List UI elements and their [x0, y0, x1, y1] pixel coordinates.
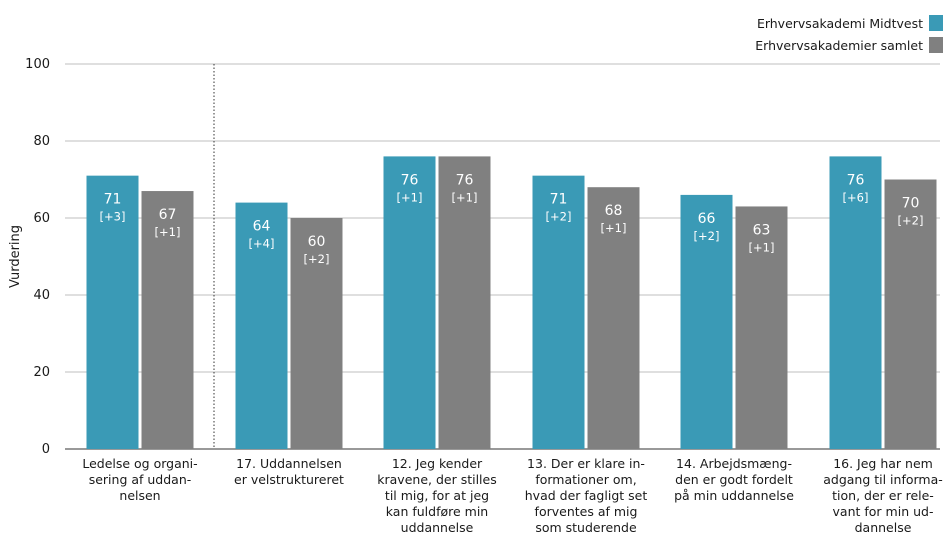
category-label-line: uddannelse — [400, 520, 474, 535]
category-label-line: kravene, der stilles — [377, 472, 497, 487]
category-label: 17. Uddannelsen er velstruktureret — [219, 456, 359, 488]
legend-swatch-midtvest — [929, 15, 943, 31]
category-label: 12. Jeg kender kravene, der stilles til mi… — [367, 456, 507, 536]
y-tick-label: 20 — [33, 365, 50, 380]
category-label-line: sering af uddan- — [88, 472, 192, 487]
bar-value-label: 70 — [902, 196, 920, 212]
bar-value-label: 64 — [253, 219, 271, 235]
category-label: 14. Arbejdsmæng-den er godt fordelt på mi… — [664, 456, 804, 504]
category-label-line: på min uddannelse — [674, 488, 794, 503]
bar — [884, 179, 937, 449]
y-axis-label: Vurdering — [8, 225, 23, 288]
legend-label-midtvest: Erhvervsakademi Midtvest — [756, 15, 923, 31]
bar — [141, 191, 194, 450]
legend-swatch-samlet — [929, 37, 943, 53]
category-label-line: Ledelse og organi- — [82, 456, 198, 471]
y-tick-label: 60 — [33, 211, 50, 226]
bar-change-label: [+6] — [843, 190, 869, 204]
category-label-line: hvad der fagligt set — [524, 488, 648, 503]
bar — [829, 156, 882, 449]
category-label-line: 14. Arbejdsmæng- — [676, 456, 792, 471]
category-label-line: til mig, for at jeg — [384, 488, 490, 503]
category-label-line: kan fuldføre min — [385, 504, 489, 519]
category-label: 16. Jeg har nem adgang til informa-tion, … — [813, 456, 949, 536]
bar — [438, 156, 491, 449]
bar-value-label: 60 — [308, 234, 326, 250]
bar — [532, 175, 585, 449]
bar — [680, 194, 733, 449]
y-tick-label: 0 — [42, 442, 50, 457]
category-label: Ledelse og organi-sering af uddan-nelsen — [70, 456, 210, 504]
category-label-line: 16. Jeg har nem — [833, 456, 933, 471]
bar-change-label: [+2] — [304, 252, 330, 266]
legend-label-samlet: Erhvervsakademier samlet — [755, 37, 923, 53]
bar-change-label: [+1] — [749, 240, 775, 254]
category-label-line: forventes af mig — [534, 504, 638, 519]
bar — [587, 187, 640, 449]
category-label-line: tion, der er rele- — [832, 488, 934, 503]
category-label-line: formationer om, — [535, 472, 637, 487]
category-label-line: den er godt fordelt — [675, 472, 793, 487]
bar-change-label: [+2] — [694, 229, 720, 243]
bar-change-label: [+1] — [452, 190, 478, 204]
bar-change-label: [+1] — [397, 190, 423, 204]
category-label-line: nelsen — [119, 488, 161, 503]
bar — [735, 206, 788, 449]
bar-value-label: 76 — [401, 172, 419, 188]
legend-item-samlet: Erhvervsakademier samlet — [755, 34, 943, 56]
bar-value-label: 67 — [159, 207, 177, 223]
y-tick-label: 40 — [33, 288, 50, 303]
bar — [86, 175, 139, 449]
bar-change-label: [+2] — [898, 214, 924, 228]
bar — [290, 218, 343, 449]
bar-change-label: [+3] — [100, 210, 126, 224]
category-label-line: 13. Der er klare in- — [527, 456, 645, 471]
bar-value-label: 63 — [753, 222, 771, 238]
bar-change-label: [+1] — [601, 221, 627, 235]
bar-change-label: [+1] — [155, 225, 181, 239]
bar-change-label: [+4] — [249, 237, 275, 251]
category-label-line: som studerende — [535, 520, 637, 535]
bar-change-label: [+2] — [546, 210, 572, 224]
category-label-line: 17. Uddannelsen — [236, 456, 342, 471]
bar-value-label: 71 — [104, 192, 122, 208]
legend: Erhvervsakademi Midtvest Erhvervsakademi… — [755, 12, 943, 56]
category-label-line: dannelse — [854, 520, 912, 535]
bar-value-label: 68 — [605, 203, 623, 219]
category-label-line: adgang til informa- — [823, 472, 943, 487]
y-tick-label: 80 — [33, 134, 50, 149]
bar-value-label: 66 — [698, 211, 716, 227]
legend-item-midtvest: Erhvervsakademi Midtvest — [755, 12, 943, 34]
bar-value-label: 76 — [847, 172, 865, 188]
category-label: 13. Der er klare in-formationer om, hvad … — [516, 456, 656, 536]
category-label-line: vant for min ud- — [832, 504, 934, 519]
category-label-line: 12. Jeg kender — [391, 456, 483, 471]
bar-value-label: 71 — [550, 192, 568, 208]
bar-value-label: 76 — [456, 172, 474, 188]
category-label-line: er velstruktureret — [234, 472, 344, 487]
bar — [235, 202, 288, 449]
y-tick-label: 100 — [25, 57, 50, 72]
bar — [383, 156, 436, 449]
